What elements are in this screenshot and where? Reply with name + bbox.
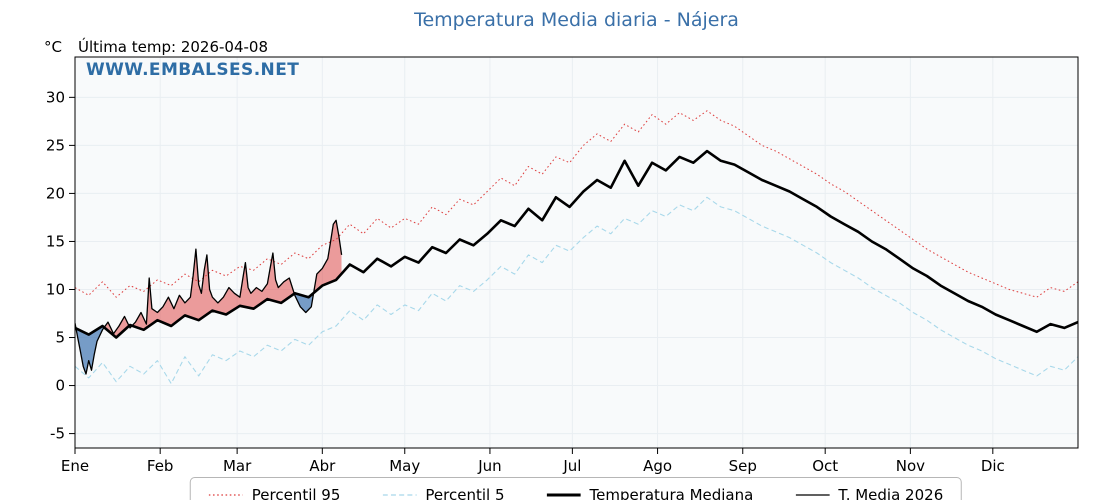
svg-text:25: 25 xyxy=(46,136,65,154)
legend-label: Temperatura Mediana xyxy=(589,486,754,500)
svg-text:Jun: Jun xyxy=(477,457,501,475)
legend-item-t-media-2026: T. Media 2026 xyxy=(795,486,943,500)
legend-item-percentil-95: Percentil 95 xyxy=(208,486,341,500)
svg-text:0: 0 xyxy=(55,377,65,395)
svg-text:Abr: Abr xyxy=(309,457,336,475)
svg-text:20: 20 xyxy=(46,185,65,203)
legend-item-temperatura-mediana: Temperatura Mediana xyxy=(546,486,753,500)
svg-text:May: May xyxy=(389,457,420,475)
chart-title: Temperatura Media diaria - Nájera xyxy=(414,9,739,31)
svg-text:-5: -5 xyxy=(50,425,65,443)
last-temp-label: Última temp: 2026-04-08 xyxy=(78,38,269,56)
legend-item-percentil-5: Percentil 5 xyxy=(382,486,504,500)
svg-text:10: 10 xyxy=(46,281,65,299)
legend-label: T. Media 2026 xyxy=(838,486,944,500)
percentil-95-line-sample xyxy=(208,494,243,496)
y-axis-unit-label: °C xyxy=(44,38,62,56)
svg-text:Oct: Oct xyxy=(812,457,838,475)
svg-text:15: 15 xyxy=(46,233,65,251)
svg-text:Dic: Dic xyxy=(981,457,1005,475)
legend-label: Percentil 95 xyxy=(251,486,341,500)
t-media-2026-line-sample xyxy=(795,494,830,496)
svg-text:Ago: Ago xyxy=(643,457,672,475)
svg-text:Nov: Nov xyxy=(896,457,925,475)
watermark: WWW.EMBALSES.NET xyxy=(86,60,300,80)
svg-text:Mar: Mar xyxy=(223,457,252,475)
svg-text:Ene: Ene xyxy=(61,457,89,475)
svg-text:30: 30 xyxy=(46,88,65,106)
temperatura-mediana-line-sample xyxy=(546,493,581,497)
svg-text:5: 5 xyxy=(55,329,65,347)
svg-text:Jul: Jul xyxy=(562,457,581,475)
legend-label: Percentil 5 xyxy=(425,486,505,500)
svg-text:Feb: Feb xyxy=(147,457,174,475)
svg-text:Sep: Sep xyxy=(729,457,757,475)
legend: Percentil 95 Percentil 5 Temperatura Med… xyxy=(189,477,963,500)
percentil-5-line-sample xyxy=(382,494,417,496)
